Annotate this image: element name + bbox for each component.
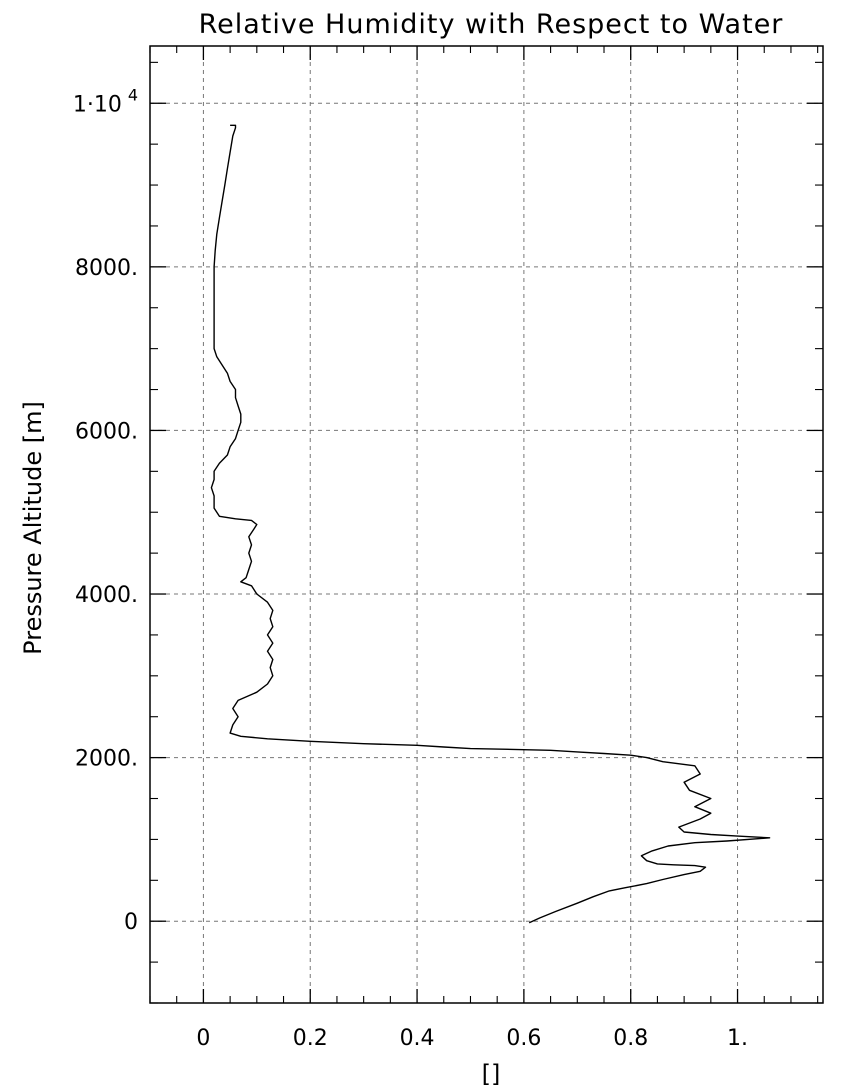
x-tick-labels: 0 0.2 0.4 0.6 0.8 1. [196, 1026, 748, 1051]
major-ticks [150, 46, 823, 1003]
x-tick-label: 0 [196, 1026, 210, 1051]
x-tick-label: 0.2 [293, 1026, 328, 1051]
x-tick-label: 0.8 [613, 1026, 648, 1051]
y-tick-label: 4000. [75, 583, 138, 608]
chart-title: Relative Humidity with Respect to Water [199, 9, 784, 40]
y-tick-label: 8000. [75, 256, 138, 281]
y-axis-label: Pressure Altitude [m] [19, 401, 47, 655]
x-tick-label: 0.4 [400, 1026, 435, 1051]
y-tick-labels: 0 2000. 4000. 6000. 8000. 1·10 4 [73, 85, 138, 935]
x-tick-label: 1. [727, 1026, 748, 1051]
plot-frame [149, 45, 824, 1004]
y-tick-label: 2000. [75, 747, 138, 772]
grid-lines [150, 46, 823, 1003]
minor-ticks [149, 46, 823, 1004]
y-tick-label: 0 [124, 910, 138, 935]
series-line-0 [210, 124, 771, 924]
series-layer [210, 124, 771, 924]
y-tick-label: 6000. [75, 419, 138, 444]
x-tick-label: 0.6 [506, 1026, 541, 1051]
y-tick-label: 1·10 4 [73, 85, 138, 117]
x-axis-label: [] [482, 1060, 501, 1088]
